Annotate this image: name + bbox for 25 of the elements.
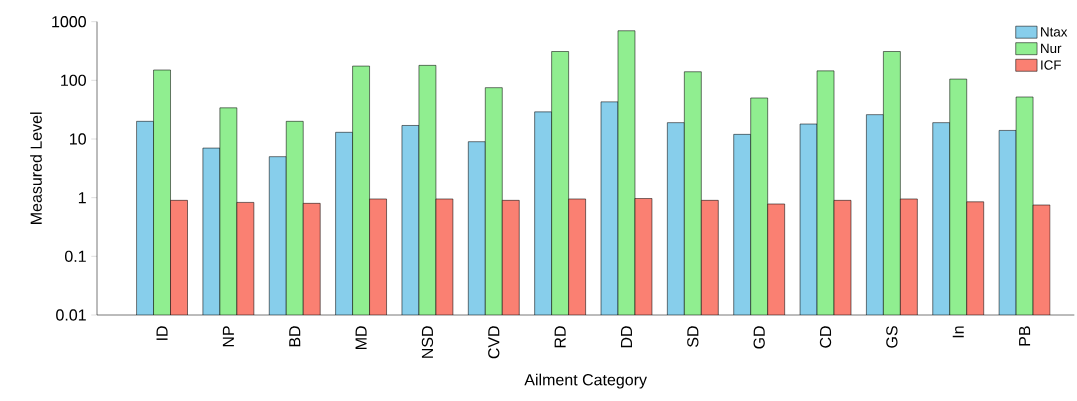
y-tick-label: 0.1	[64, 250, 86, 262]
y-tick-label: 0.01	[56, 309, 86, 321]
y-tick-label: 1	[78, 192, 86, 204]
x-tick-label: GS	[886, 326, 898, 348]
x-tick-label: PB	[1019, 326, 1031, 346]
x-tick-label: CD	[819, 326, 832, 348]
y-tick-label: 100	[61, 74, 86, 86]
x-tick-label: NP	[222, 326, 234, 347]
y-tick-label: 1000	[52, 16, 86, 28]
x-tick-label: CVD	[488, 326, 500, 359]
x-tick-label: NSD	[421, 326, 434, 358]
x-axis-title: Ailment Category	[524, 373, 647, 389]
x-tick-label: SD	[687, 326, 699, 347]
legend-label: Ntax	[1041, 27, 1068, 37]
x-tick-label: BD	[289, 326, 301, 347]
x-tick-label: In	[952, 326, 964, 338]
x-tick-label: ID	[156, 326, 168, 340]
legend-label: ICF	[1041, 60, 1061, 70]
legend-label: Nur	[1041, 43, 1062, 54]
x-tick-label: MD	[355, 326, 367, 349]
x-tick-label: RD	[554, 326, 566, 348]
y-tick-label: 10	[70, 133, 86, 145]
x-tick-label: DD	[620, 326, 632, 348]
y-axis-title: Measured Level	[30, 112, 42, 224]
x-tick-label: GD	[753, 326, 765, 349]
